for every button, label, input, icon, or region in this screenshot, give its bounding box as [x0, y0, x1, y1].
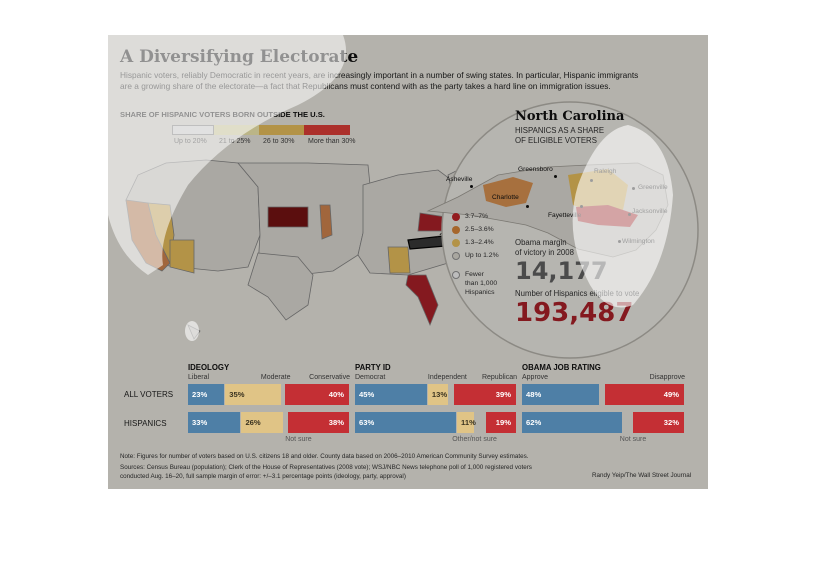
bar-segment: 32% — [632, 412, 684, 433]
note-line-3: conducted Aug. 16–20, full sample margin… — [120, 473, 406, 480]
intro-line-1: Hispanic voters, reliably Democratic in … — [120, 70, 639, 80]
series-header: Democrat — [355, 374, 386, 381]
city-dot — [526, 205, 529, 208]
bar-segment: 45% — [355, 384, 427, 405]
nc-legend-swatch — [452, 226, 460, 234]
nc-legend-label: Hispanics — [465, 289, 495, 296]
margin-label-2: of victory in 2008 — [515, 248, 574, 257]
margin-label-1: Obama margin — [515, 238, 567, 247]
bar-segment: 38% — [288, 412, 349, 433]
bar-segment: 19% — [486, 412, 516, 433]
city-greenville: Greenville — [638, 184, 668, 191]
city-dot — [470, 185, 473, 188]
nc-legend-label: Up to 1.2% — [465, 252, 499, 259]
city-asheville: Asheville — [446, 176, 473, 183]
series-header: Moderate — [260, 374, 291, 381]
bar-segment: 39% — [453, 384, 516, 405]
city-dot — [618, 240, 621, 243]
bar-segment: 26% — [241, 412, 283, 433]
city-dot — [628, 213, 631, 216]
series-header: Independent — [427, 374, 467, 381]
nc-legend-swatch — [452, 213, 460, 221]
bar-segment: 40% — [285, 384, 349, 405]
bar-segment: 63% — [355, 412, 457, 433]
bar-segment: 35% — [225, 384, 281, 405]
nc-subtitle-2: OF ELIGIBLE VOTERS — [515, 136, 597, 145]
bar-segment: 33% — [188, 412, 241, 433]
city-wilmington: Wilmington — [622, 238, 655, 245]
nc-legend-label: 1.3–2.4% — [465, 239, 494, 246]
margin-value: 14,177 — [515, 257, 608, 285]
series-header: Approve — [522, 374, 549, 381]
bar-segment: 23% — [188, 384, 225, 405]
infographic: A Diversifying Electorate Hispanic voter… — [108, 35, 708, 489]
city-charlotte: Charlotte — [492, 194, 519, 201]
nc-legend-swatch — [452, 239, 460, 247]
note-line-1: Note: Figures for number of voters based… — [120, 453, 529, 460]
nc-legend-swatch — [452, 271, 460, 279]
not-sure-label: Not sure — [285, 436, 312, 443]
bar-segment: 13% — [427, 384, 448, 405]
map-georgia — [387, 246, 411, 274]
not-sure-label: Not sure — [619, 436, 647, 443]
bar-segment: 49% — [605, 384, 684, 405]
series-header: Disapprove — [649, 374, 685, 381]
series-header: Republican — [481, 374, 517, 381]
not-sure-label: Other/not sure — [452, 436, 497, 443]
intro-line-2: are a growing share of the electorate—a … — [120, 81, 611, 91]
city-dot — [580, 205, 583, 208]
nc-legend-label: than 1,000 — [465, 280, 498, 287]
nc-legend-label: 2.5–3.6% — [465, 226, 494, 233]
map-florida — [405, 274, 439, 327]
city-greensboro: Greensboro — [518, 166, 553, 173]
bar-segment: 62% — [522, 412, 623, 433]
city-jacksonville: Jacksonville — [632, 208, 668, 215]
chart-title-party-id: PARTY ID — [355, 363, 391, 372]
eligible-label: Number of Hispanics eligible to vote — [515, 289, 640, 298]
row-label-all-voters: ALL VOTERS — [124, 390, 174, 399]
series-header: Liberal — [188, 374, 210, 381]
note-line-2: Sources: Census Bureau (population); Cle… — [120, 464, 532, 471]
city-fayetteville: Fayetteville — [548, 212, 582, 219]
city-dot — [554, 175, 557, 178]
nc-legend-label: Fewer — [465, 271, 484, 278]
row-label-hispanics: HISPANICS — [124, 419, 167, 428]
chart-title-ideology: IDEOLOGY — [188, 363, 230, 372]
eligible-value: 193,487 — [515, 298, 634, 328]
nc-highlight-orange — [483, 177, 533, 207]
bar-segment: 11% — [457, 412, 476, 433]
nc-subtitle-1: HISPANICS AS A SHARE — [515, 126, 605, 135]
city-raleigh: Raleigh — [594, 168, 617, 175]
series-header: Conservative — [309, 374, 350, 381]
city-dot — [590, 179, 593, 182]
nc-legend-label: 3.7–7% — [465, 213, 489, 220]
credit: Randy Yeip/The Wall Street Journal — [592, 472, 692, 479]
bar-segment: 48% — [522, 384, 600, 405]
nc-title: North Carolina — [515, 109, 625, 124]
nc-legend-swatch — [452, 252, 460, 260]
chart-title-job-rating: OBAMA JOB RATING — [522, 363, 601, 372]
city-dot — [632, 187, 635, 190]
